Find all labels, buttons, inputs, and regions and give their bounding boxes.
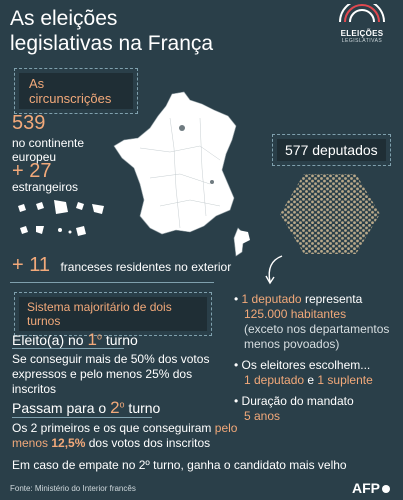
- france-map: [113, 91, 245, 257]
- turno-1-heading: Eleito(a) no 1o turno: [12, 330, 138, 350]
- turno-1-text-line2: expressos e pelo menos 25% dos inscritos: [12, 367, 193, 396]
- page-title: As eleições legislativas na França: [10, 6, 213, 56]
- deputados-heading-box: 577 deputados: [272, 134, 391, 166]
- territory-9: [68, 230, 72, 234]
- info-bullet-3: • Duração do mandato 5 anos: [234, 394, 400, 424]
- info-1-exception-1: (exceto nos departamentos: [244, 322, 390, 336]
- circ-count-abroad: + 27: [12, 160, 52, 182]
- circ-abroad-label: estrangeiros: [12, 180, 79, 194]
- info-3-years: 5 anos: [244, 409, 281, 423]
- territory-8: [58, 228, 62, 232]
- circ-continent-label-line1: no continente: [12, 136, 85, 150]
- turno-2-text-1a: Os 2 primeiros e os que conseguiram: [12, 421, 215, 435]
- lyon-area: [210, 180, 214, 184]
- deputies-hex-cluster: [280, 174, 380, 254]
- turno-1-prefix: Eleito(a) no: [12, 332, 88, 348]
- info-2-suplente: 1 suplente: [317, 373, 373, 387]
- divider: [10, 282, 214, 283]
- source-note: Fonte: Ministério do Interior francês: [10, 484, 136, 493]
- turno-2-heading: Passam para o 2o turno: [12, 398, 160, 418]
- turno-1-rule: [12, 348, 124, 349]
- afp-dot-icon: [382, 485, 390, 494]
- circ-expat-row: + 11 franceses residentes no exterior: [12, 254, 252, 277]
- curved-arrow-icon: [265, 255, 283, 285]
- turno-1-text-line1: Se conseguir mais de 50% dos votos: [12, 352, 210, 366]
- circ-heading: As circunscrições: [19, 73, 133, 109]
- info-1-deputado: 1 deputado: [241, 292, 302, 306]
- title-line-2: legislativas na França: [10, 32, 214, 55]
- circ-continent-label-line2: europeu: [12, 150, 57, 164]
- territory-2: [36, 202, 44, 210]
- deputies-hexagon: [280, 174, 380, 254]
- turno-2-text-2c: dos votos dos inscritos: [85, 436, 211, 450]
- territory-3: [54, 200, 68, 214]
- overseas-territories-map: [18, 200, 104, 236]
- turno-2-ordinal: o: [119, 399, 125, 410]
- circ-count-continent: 539: [12, 112, 46, 134]
- info-2-deputado: 1 deputado: [244, 373, 305, 387]
- territory-6: [20, 226, 28, 234]
- territory-10: [76, 226, 86, 236]
- turno-1-text: Se conseguir mais de 50% dos votos expre…: [12, 352, 232, 397]
- sistema-heading-box: Sistema majoritário de dois turnos: [14, 292, 212, 336]
- info-bullet-1: • 1 deputado representa 125.000 habitant…: [234, 292, 400, 352]
- turno-2-text-1b: pelo: [214, 421, 238, 435]
- info-1-exception-2: menos povoados): [244, 337, 340, 351]
- turno-1-suffix: turno: [101, 332, 138, 348]
- info-2-voters: Os eleitores escolhem...: [241, 358, 371, 372]
- paris-area: [179, 125, 185, 131]
- circ-expat-label: franceses residentes no exterior: [60, 260, 232, 274]
- territory-4: [76, 202, 84, 210]
- turno-2-text-2a: menos: [12, 436, 52, 450]
- circ-count-expat: + 11: [12, 254, 50, 276]
- info-3-mandate: Duração do mandato: [241, 394, 354, 408]
- info-1-habitantes: 125.000 habitantes: [244, 307, 347, 321]
- turno-1-ordinal: o: [96, 331, 102, 342]
- turno-2-prefix: Passam para o: [12, 400, 111, 416]
- territory-1: [18, 204, 26, 212]
- logo-subtext: LEGISLATIVAS: [341, 38, 383, 44]
- turno-2-text: Os 2 primeiros e os que conseguiram pelo…: [12, 421, 242, 451]
- info-bullet-2: • Os eleitores escolhem... 1 deputado e …: [234, 358, 373, 387]
- circ-continent-label: no continente europeu: [12, 136, 84, 164]
- empate-note: Em caso de empate no 2º turno, ganha o c…: [12, 458, 347, 472]
- elections-logo: ELEIÇÕES LEGISLATIVAS: [330, 0, 394, 44]
- title-line-1: As eleições: [10, 7, 118, 30]
- turno-2-number: 2: [110, 398, 120, 417]
- turno-2-suffix: turno: [124, 400, 161, 416]
- deputados-heading: 577 deputados: [277, 139, 386, 161]
- hemicycle-icon: [339, 0, 385, 23]
- france-mainland-shape: [113, 91, 237, 235]
- info-1-represents: representa: [301, 292, 363, 306]
- territory-7: [36, 226, 44, 234]
- afp-logo: AFP: [352, 480, 390, 496]
- overseas-island-map: [236, 230, 250, 244]
- logo-text: ELEIÇÕES: [340, 29, 384, 38]
- info-2-and: e: [304, 373, 318, 387]
- turno-2-percentage: 12,5%: [51, 436, 86, 450]
- territory-5: [92, 204, 104, 214]
- turno-1-number: 1: [87, 330, 97, 349]
- sistema-heading: Sistema majoritário de dois turnos: [19, 297, 207, 331]
- turno-2-rule: [12, 417, 152, 418]
- circ-heading-box: As circunscrições: [14, 68, 138, 114]
- afp-logo-text: AFP: [352, 480, 380, 496]
